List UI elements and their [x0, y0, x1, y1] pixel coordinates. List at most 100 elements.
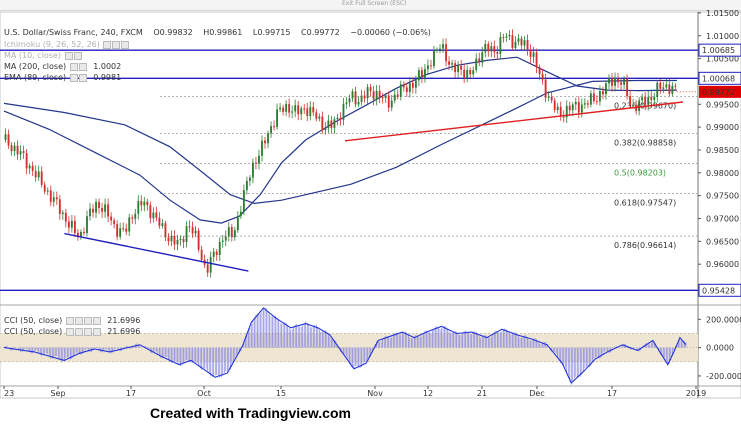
- settings-icon[interactable]: [78, 62, 87, 71]
- candle-body: [64, 212, 67, 222]
- x-tick-label: 23: [4, 389, 14, 398]
- x-tick-label: Dec: [529, 389, 544, 398]
- settings-icon[interactable]: [112, 40, 121, 49]
- eye-icon[interactable]: [69, 73, 78, 82]
- candle-body: [140, 201, 143, 206]
- candle-body: [517, 38, 520, 42]
- settings-icon[interactable]: [73, 51, 82, 60]
- candle-body: [188, 226, 191, 228]
- chart-title: U.S. Dollar/Swiss Franc, 240, FXCM: [4, 28, 143, 37]
- candle-body: [125, 228, 128, 232]
- candle-body: [312, 107, 315, 113]
- candle-body: [300, 108, 303, 115]
- candle-body: [381, 97, 384, 99]
- candle-body: [227, 227, 230, 237]
- candle-body: [384, 95, 387, 98]
- candle-body: [236, 216, 239, 231]
- indicator-ichimoku[interactable]: Ichimoku (9, 26, 52, 26): [4, 40, 130, 49]
- candle-body: [423, 69, 426, 78]
- more-icon[interactable]: [92, 316, 101, 325]
- candle-body: [92, 208, 94, 213]
- settings-icon[interactable]: [74, 316, 83, 325]
- candle-body: [414, 80, 417, 88]
- candle-body: [568, 105, 571, 111]
- candle-body: [101, 207, 104, 212]
- x-tick-label: Nov: [367, 389, 383, 398]
- candle-body: [76, 232, 79, 238]
- candle-body: [598, 91, 601, 102]
- candle-body: [239, 211, 242, 217]
- eye-icon[interactable]: [103, 40, 112, 49]
- candle-body: [104, 204, 107, 212]
- candle-body: [273, 126, 275, 128]
- close-icon[interactable]: [83, 316, 92, 325]
- candle-body: [511, 35, 514, 48]
- candle-body: [623, 78, 626, 85]
- y-tick-label: 0.98000: [706, 169, 739, 178]
- candle-body: [417, 70, 420, 81]
- candle-body: [405, 87, 408, 92]
- open-value: O0.99832: [153, 28, 193, 37]
- close-icon[interactable]: [121, 40, 130, 49]
- candle-body: [306, 108, 309, 116]
- close-icon[interactable]: [83, 327, 92, 336]
- candle-body: [396, 94, 399, 97]
- candle-body: [626, 78, 629, 97]
- candle-body: [420, 70, 423, 78]
- candle-body: [550, 96, 553, 101]
- settings-icon[interactable]: [78, 73, 87, 82]
- trendline[interactable]: [64, 232, 249, 272]
- eye-icon[interactable]: [69, 62, 78, 71]
- candle-body: [608, 78, 610, 84]
- eye-icon[interactable]: [65, 316, 74, 325]
- candle-body: [182, 238, 185, 243]
- eye-icon[interactable]: [65, 327, 74, 336]
- eye-icon[interactable]: [64, 51, 73, 60]
- candle-body: [224, 236, 227, 241]
- candle-body: [4, 134, 7, 140]
- candle-body: [143, 201, 146, 206]
- candle-body: [321, 116, 324, 131]
- candle-body: [119, 228, 122, 237]
- candle-body: [113, 220, 116, 225]
- candle-body: [496, 52, 499, 54]
- cci-y-tick-label: 0.0000: [706, 344, 734, 353]
- indicator-ma200[interactable]: MA (200, close) 1.0002: [4, 62, 121, 71]
- candle-body: [490, 46, 493, 52]
- candle-body: [556, 106, 559, 111]
- candle-body: [70, 220, 73, 228]
- candle-body: [532, 52, 535, 57]
- candle-body: [333, 119, 336, 128]
- last-price-label: 0.99772: [702, 88, 735, 97]
- candle-body: [185, 226, 188, 243]
- candle-body: [354, 91, 357, 105]
- candle-body: [324, 127, 327, 131]
- candle-body: [668, 84, 671, 94]
- candle-body: [37, 171, 40, 178]
- candle-body: [191, 227, 194, 234]
- candle-body: [276, 109, 279, 127]
- indicator-ma10[interactable]: MA (10, close): [4, 51, 82, 60]
- candle-body: [427, 65, 429, 70]
- indicator-cci-1[interactable]: CCI (50, close) 21.6996: [4, 316, 140, 325]
- candle-body: [28, 165, 31, 169]
- candle-body: [671, 85, 674, 94]
- y-tick-label: 0.98500: [706, 146, 739, 155]
- indicator-label: Ichimoku (9, 26, 52, 26): [4, 40, 100, 49]
- trendline[interactable]: [344, 101, 683, 142]
- exit-fullscreen-button[interactable]: Exit Full Screen (ESC): [342, 0, 407, 7]
- candle-body: [451, 63, 454, 65]
- candle-body: [520, 38, 523, 46]
- indicator-ema89[interactable]: EMA (89, close) 0.9981: [4, 73, 121, 82]
- y-tick-label: 0.96000: [706, 260, 739, 269]
- credit-text: Created with Tradingview.com: [150, 405, 351, 421]
- settings-icon[interactable]: [74, 327, 83, 336]
- more-icon[interactable]: [92, 327, 101, 336]
- candle-body: [538, 67, 541, 75]
- candle-body: [469, 70, 472, 75]
- key-level-label: 1.00685: [702, 46, 735, 55]
- candle-body: [83, 231, 85, 234]
- indicator-cci-2[interactable]: CCI (50, close) 21.6996: [4, 327, 140, 336]
- x-tick-label: 15: [276, 389, 286, 398]
